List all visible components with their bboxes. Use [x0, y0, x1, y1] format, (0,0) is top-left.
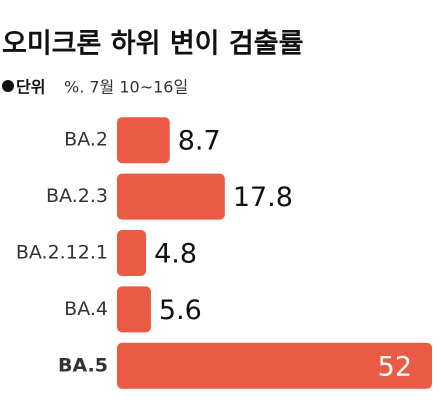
- category-label: BA.2: [64, 129, 108, 151]
- bar: [117, 286, 151, 333]
- value-label: 17.8: [233, 182, 293, 213]
- chart-title: 오미크론 하위 변이 검출률: [2, 29, 303, 60]
- unit-label: 단위: [16, 78, 45, 97]
- bar: [117, 342, 432, 389]
- category-label: BA.2.3: [46, 185, 108, 207]
- category-label: BA.4: [64, 298, 108, 320]
- category-label: BA.2.12.1: [16, 242, 108, 264]
- bar: [117, 230, 147, 276]
- value-label: 8.7: [178, 126, 221, 157]
- chart-subtitle: %. 7월 10~16일: [64, 78, 188, 97]
- category-label: BA.5: [58, 354, 108, 376]
- value-label: 5.6: [159, 295, 202, 326]
- bar: [117, 173, 225, 220]
- value-label: 52: [378, 351, 412, 382]
- bar: [117, 117, 170, 164]
- unit-bullet: [2, 80, 14, 92]
- value-label: 4.8: [154, 239, 197, 270]
